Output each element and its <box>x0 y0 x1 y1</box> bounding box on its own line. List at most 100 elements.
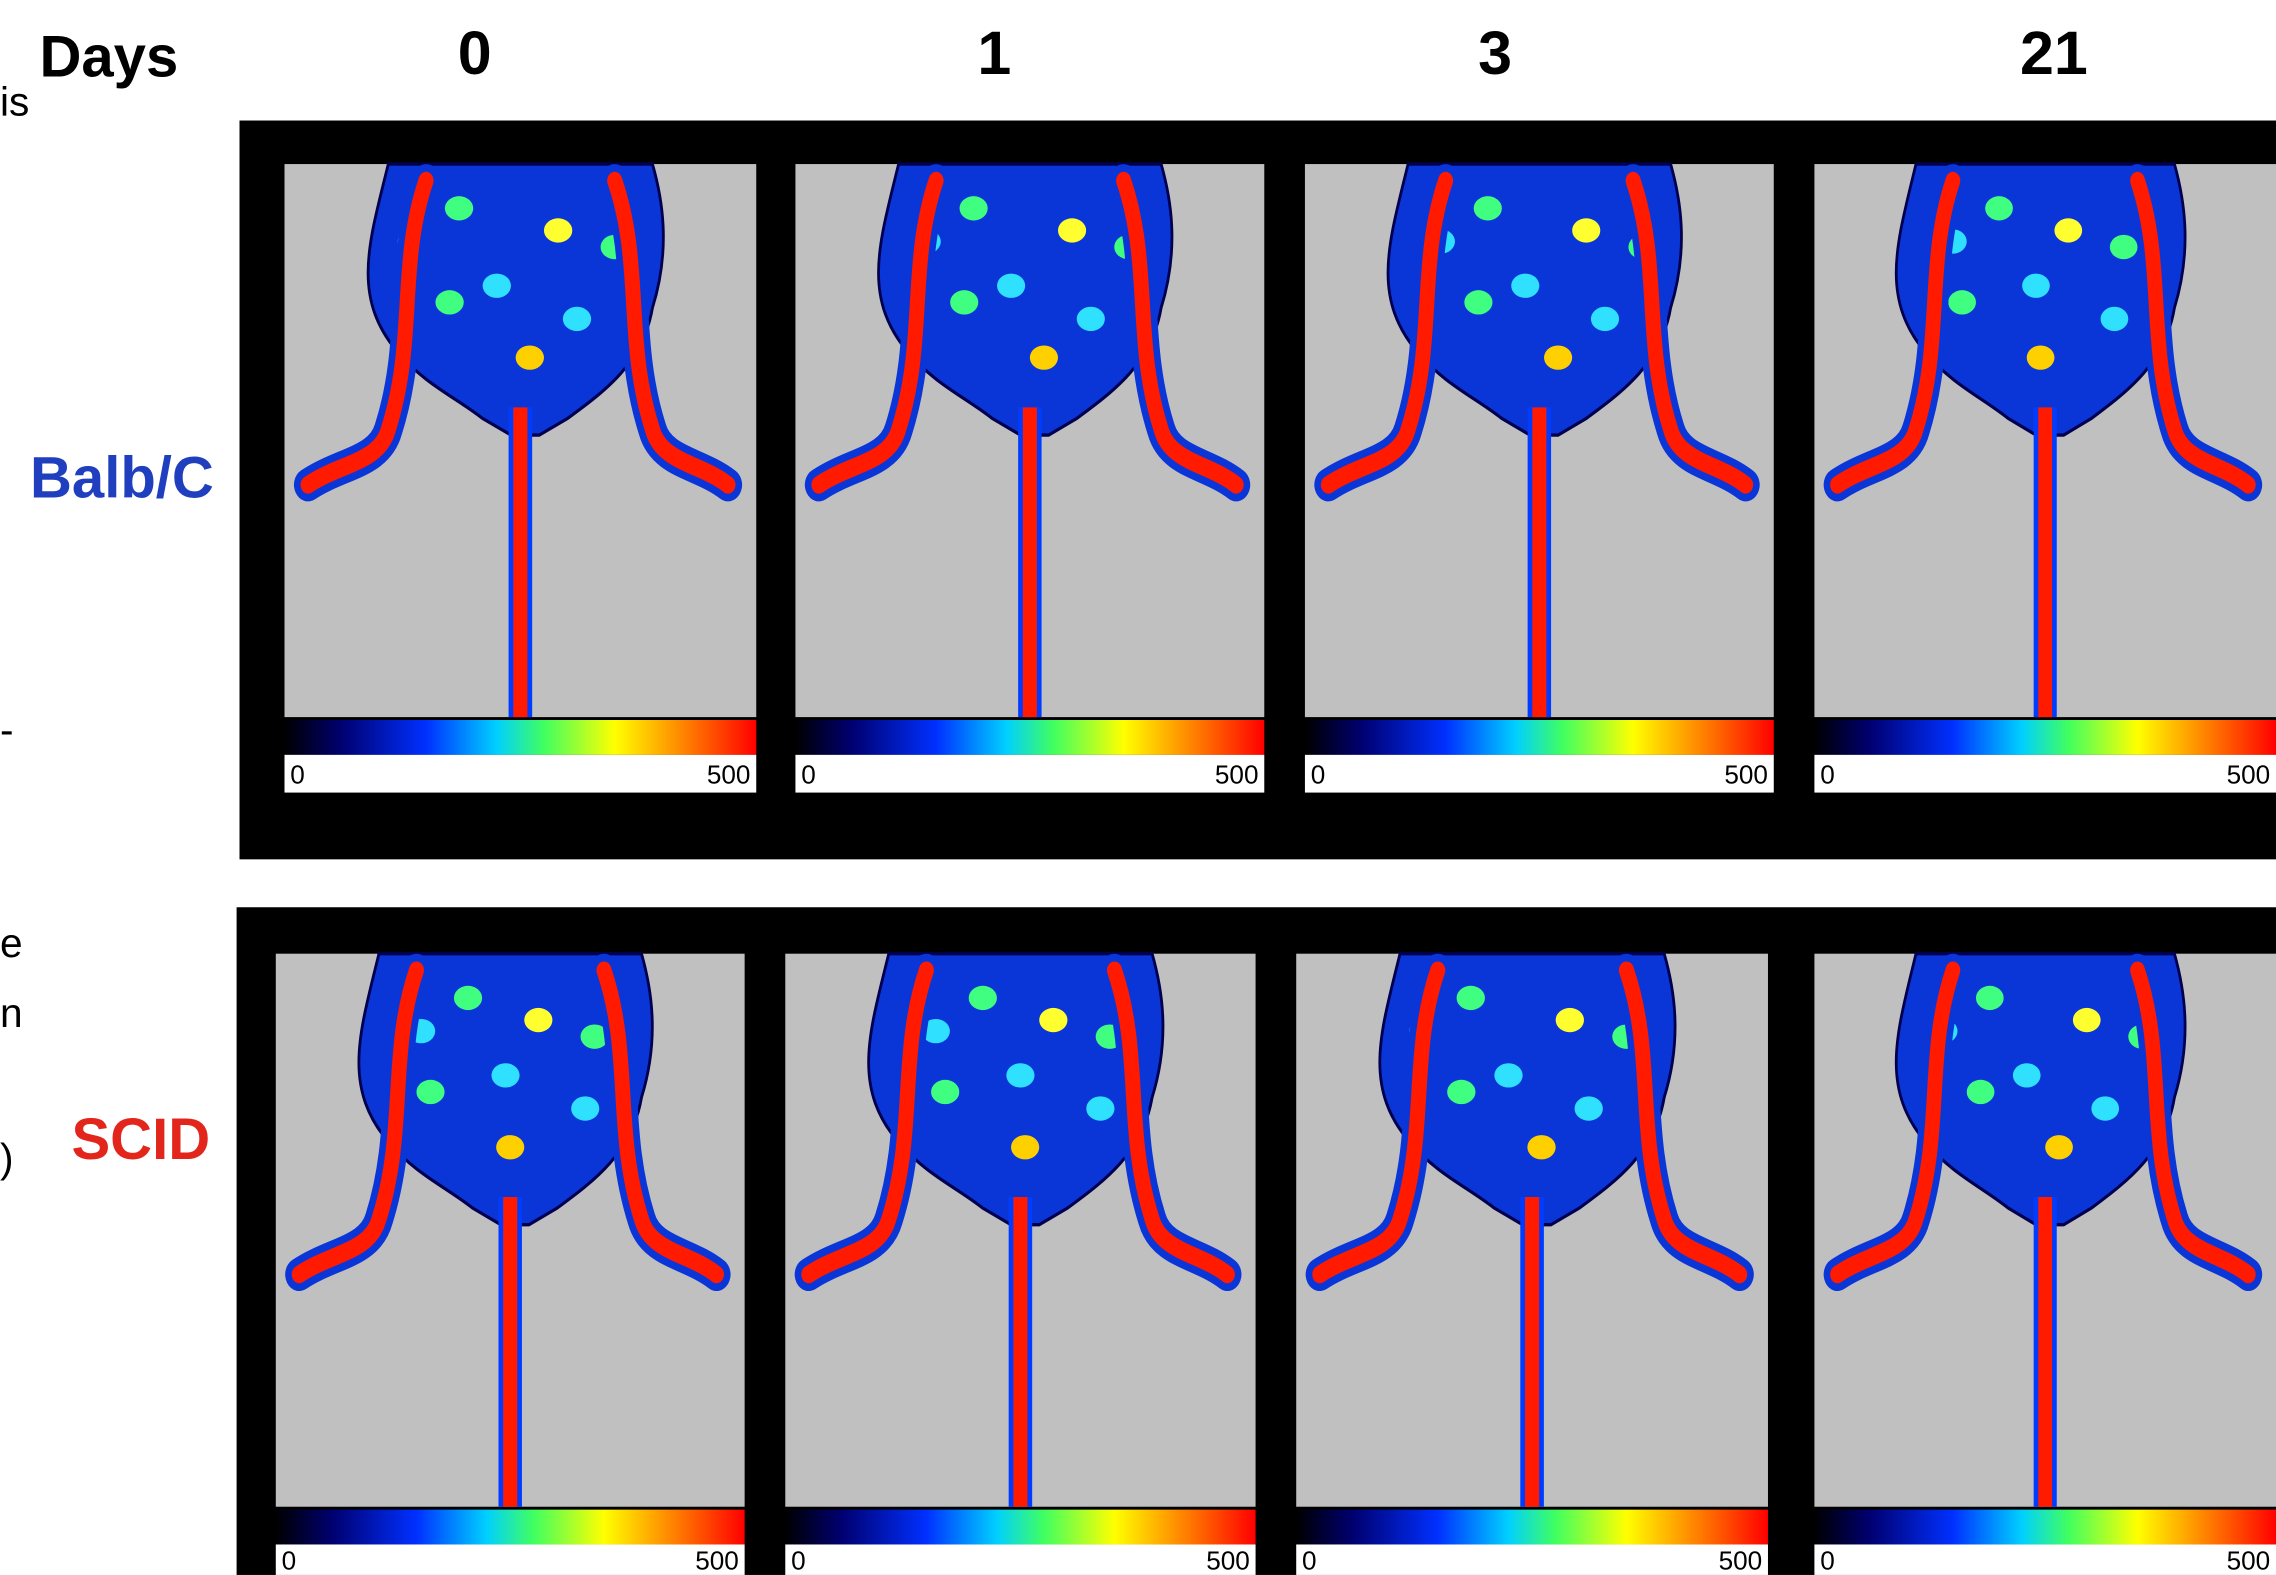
signal-spot <box>544 218 572 242</box>
signal-spot <box>1006 1063 1034 1087</box>
signal-spot <box>445 196 473 220</box>
signal-spot <box>1511 274 1539 298</box>
signal-spot <box>1464 290 1492 314</box>
column-header: 21 <box>2020 19 2088 87</box>
signal-spot <box>1058 218 1086 242</box>
colorbar-max-label: 500 <box>707 760 751 790</box>
signal-spot <box>1527 1135 1555 1159</box>
perfusion-image <box>1305 164 1774 717</box>
signal-spot <box>2110 235 2138 259</box>
perfusion-image <box>795 164 1264 717</box>
colorbar-label-strip <box>785 1544 1255 1574</box>
colorbar <box>285 720 757 755</box>
signal-spot <box>1494 1063 1522 1087</box>
column-header: 1 <box>977 19 1011 87</box>
perfusion-image <box>1814 954 2276 1507</box>
signal-spot <box>1077 307 1105 331</box>
signal-spot <box>1572 218 1600 242</box>
signal-spot <box>571 1096 599 1120</box>
column-header: 3 <box>1478 19 1512 87</box>
signal-spot <box>2013 1063 2041 1087</box>
signal-spot <box>416 1080 444 1104</box>
signal-spot <box>1011 1135 1039 1159</box>
colorbar-max-label: 500 <box>1719 1546 1763 1575</box>
text-fragment: n <box>0 990 23 1036</box>
colorbar-label-strip <box>1814 755 2276 793</box>
signal-spot <box>1474 196 1502 220</box>
column-header: 0 <box>458 19 492 87</box>
colorbar <box>1296 1510 1768 1545</box>
row-label: SCID <box>71 1107 210 1172</box>
signal-spot <box>2054 218 2082 242</box>
perfusion-image <box>1814 164 2276 717</box>
axis-label: Days <box>39 24 178 89</box>
colorbar-max-label: 500 <box>1724 760 1768 790</box>
colorbar-min-label: 0 <box>282 1546 297 1575</box>
colorbar-min-label: 0 <box>1302 1546 1317 1575</box>
signal-spot <box>997 274 1025 298</box>
signal-spot <box>516 345 544 369</box>
row-label: Balb/C <box>30 445 214 510</box>
colorbar-label-strip <box>1296 1544 1768 1574</box>
signal-spot <box>454 986 482 1010</box>
signal-spot <box>2027 345 2055 369</box>
colorbar-label-strip <box>795 755 1264 793</box>
signal-spot <box>2022 274 2050 298</box>
colorbar <box>276 1510 745 1545</box>
signal-spot <box>2073 1008 2101 1032</box>
signal-spot <box>2091 1096 2119 1120</box>
colorbar-label-strip <box>1305 755 1774 793</box>
colorbar-max-label: 500 <box>2227 760 2271 790</box>
signal-spot <box>1039 1008 1067 1032</box>
colorbar <box>1814 720 2276 755</box>
figure: Days01321is-en)Balb/CSCID050005000500050… <box>0 0 2276 1575</box>
perfusion-image <box>1296 954 1768 1507</box>
colorbar <box>795 720 1264 755</box>
signal-spot <box>1457 986 1485 1010</box>
colorbar-label-strip <box>285 755 757 793</box>
colorbar <box>1305 720 1774 755</box>
signal-spot <box>1976 986 2004 1010</box>
signal-spot <box>1556 1008 1584 1032</box>
signal-spot <box>435 290 463 314</box>
page: {"figure": { "axis_label": "Days", "colu… <box>0 0 2276 1575</box>
signal-spot <box>1086 1096 1114 1120</box>
signal-spot <box>960 196 988 220</box>
colorbar-max-label: 500 <box>2227 1546 2271 1575</box>
signal-spot <box>950 290 978 314</box>
perfusion-image <box>285 164 757 717</box>
signal-spot <box>2045 1135 2073 1159</box>
signal-spot <box>483 274 511 298</box>
signal-spot <box>496 1135 524 1159</box>
perfusion-image <box>276 954 745 1507</box>
signal-spot <box>1544 345 1572 369</box>
colorbar-min-label: 0 <box>290 760 305 790</box>
signal-spot <box>491 1063 519 1087</box>
text-fragment: - <box>0 707 14 753</box>
perfusion-image <box>785 954 1255 1507</box>
signal-spot <box>1447 1080 1475 1104</box>
colorbar-min-label: 0 <box>1820 1546 1835 1575</box>
colorbar <box>785 1510 1255 1545</box>
signal-spot <box>931 1080 959 1104</box>
signal-spot <box>1591 307 1619 331</box>
signal-spot <box>1967 1080 1995 1104</box>
colorbar-min-label: 0 <box>1820 760 1835 790</box>
signal-spot <box>969 986 997 1010</box>
signal-spot <box>563 307 591 331</box>
colorbar-min-label: 0 <box>1311 760 1326 790</box>
signal-spot <box>1575 1096 1603 1120</box>
signal-spot <box>2101 307 2129 331</box>
colorbar-label-strip <box>1814 1544 2276 1574</box>
signal-spot <box>1985 196 2013 220</box>
signal-spot <box>1948 290 1976 314</box>
signal-spot <box>1030 345 1058 369</box>
colorbar-max-label: 500 <box>695 1546 739 1575</box>
colorbar-max-label: 500 <box>1215 760 1259 790</box>
colorbar-min-label: 0 <box>791 1546 806 1575</box>
colorbar <box>1814 1510 2276 1545</box>
colorbar-label-strip <box>276 1544 745 1574</box>
text-fragment: is <box>0 78 29 124</box>
text-fragment: e <box>0 920 23 966</box>
colorbar-min-label: 0 <box>801 760 816 790</box>
